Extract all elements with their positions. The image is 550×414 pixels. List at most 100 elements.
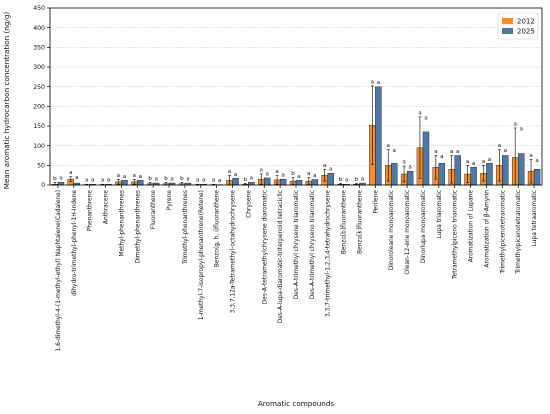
significance-letter-2012: b (339, 177, 343, 183)
significance-letter-2012: a (418, 110, 421, 116)
significance-letter-2025: a (329, 167, 332, 173)
bar-2025 (406, 171, 414, 186)
significance-letter-2012: b (164, 176, 168, 182)
x-tick-label: Aromatization of β-Amyrin (484, 190, 490, 268)
significance-letter-2012: b (148, 176, 152, 182)
legend-swatch-2012 (502, 18, 513, 24)
significance-letter-2025: a (393, 148, 396, 154)
bar-2025 (311, 179, 319, 186)
legend-label-2025: 2025 (517, 28, 535, 36)
significance-letter-2025: a (218, 178, 221, 184)
significance-letter-2012: a (275, 169, 278, 175)
significance-letter-2025: a (377, 80, 380, 86)
x-tick-label: Phenanthrene (88, 190, 94, 232)
y-axis-ticks: 0 50 100 150 200 250 300 350 400 450 (33, 5, 50, 189)
x-tick-label: 3,3,7,12a-Tetramethyl-octahydrochrysene (231, 190, 237, 314)
significance-letter-2025: a (472, 161, 475, 167)
legend-label-2012: 2012 (517, 18, 535, 26)
y-tick-label: 0 (41, 182, 45, 189)
significance-letter-2025: a (154, 177, 157, 183)
bar-2025 (391, 163, 398, 186)
x-tick-label: 3,3,7-trimethyl-1,2,3,4-tetrahydrochryse… (326, 190, 332, 317)
y-tick-label: 450 (33, 5, 45, 12)
significance-letter-2012: a (323, 163, 326, 169)
significance-letter-2025: a (170, 177, 173, 183)
y-tick-label: 350 (33, 45, 45, 52)
x-tick-label: Trimethyl-phenanthrenes (183, 190, 189, 265)
x-tick-label: Des-A-tetramethylchrysene diaromatic (262, 190, 268, 304)
significance-letter-2025: a (186, 177, 189, 183)
x-tick-label: Lupa tetraaromatic (532, 190, 538, 246)
significance-letter-2025: a (424, 115, 427, 121)
bar-2025 (279, 178, 287, 186)
legend-swatch-2025 (502, 28, 513, 34)
x-tick-label: Dimethyl-phenanthrenes (135, 190, 141, 263)
significance-letter-2012: b (355, 177, 359, 183)
significance-letter-2025: a (75, 175, 78, 181)
x-axis-label: Aromatic compounds (258, 399, 335, 408)
x-tick-label: Trimethylpicenotetraromatic (516, 190, 522, 275)
bars (51, 86, 541, 186)
significance-letter-2012: a (529, 153, 532, 159)
x-tick-label: Benzo[k]fluoranthene (357, 190, 363, 254)
significance-letter-2025: a (107, 178, 110, 184)
significance-letter-2012: a (386, 143, 389, 149)
significance-letter-2025: a (440, 154, 443, 160)
bar-2025 (422, 131, 430, 186)
y-axis-label: Mean aromatic hydrocarbon concentration … (2, 12, 11, 190)
bar-2025 (264, 177, 271, 186)
x-tick-label: 1-methyl-7-isopropyl-phenanthrene(Retene… (199, 190, 205, 320)
significance-letter-2012: b (291, 171, 295, 177)
x-tick-label: Des-A-trimethyl chrysene triaromatic (294, 190, 300, 299)
bar-2025 (327, 173, 334, 186)
significance-letter-2012: a (450, 149, 453, 155)
significance-letter-2012: a (371, 79, 374, 85)
bar-2025 (375, 86, 382, 186)
x-tick-label: Aromatization of Lupane (469, 190, 475, 263)
bar-2025 (232, 178, 239, 186)
significance-letter-2012: a (513, 121, 516, 127)
x-tick-label: dihydro-trimethyl-phenyl-1H-Indene (72, 190, 78, 296)
x-tick-label: Chrysene (246, 190, 252, 218)
significance-letter-2025: a (456, 149, 459, 155)
significance-letter-2025: a (345, 178, 348, 184)
x-tick-label: Olean-12-ene monoaromatic (405, 190, 411, 275)
bar-2025 (518, 153, 525, 186)
x-tick-label: Methyl-phenanthrenes (119, 190, 125, 257)
significance-letter-2012: a (196, 178, 199, 184)
significance-letter-2025: a (313, 173, 316, 179)
significance-letter-2012: a (498, 143, 501, 149)
y-tick-label: 400 (33, 25, 45, 32)
x-tick-label: Des-A-lupa-diaromatic-triterpenoid tetra… (278, 190, 284, 323)
significance-letter-2025: a (234, 172, 237, 178)
significance-letter-2025: a (250, 176, 253, 182)
x-axis-ticks: 1,6-dimethyl-4-(1-methyl-ethyl) Naphtale… (56, 185, 538, 352)
significance-letter-2025: a (519, 126, 522, 132)
significance-letter-2012: a (402, 160, 405, 166)
significance-letter-2025: a (202, 178, 205, 184)
significance-letter-2025: a (59, 176, 62, 182)
bar-2025 (248, 182, 255, 186)
bar-2025 (438, 163, 446, 186)
x-tick-label: Trimethylpicenotetraromatic (500, 190, 506, 275)
y-tick-label: 100 (33, 143, 45, 150)
significance-letter-2012: b (53, 176, 57, 182)
x-tick-label: Dinoroleane monoaromatic (389, 190, 395, 270)
significance-letter-2025: a (361, 177, 364, 183)
x-tick-label: Dinorlupa monoaromatic (421, 190, 427, 263)
error-bars (53, 85, 533, 186)
x-tick-label: Lupa triaromatic (437, 190, 443, 239)
bar-2025 (533, 169, 541, 186)
y-tick-label: 150 (33, 123, 45, 130)
bar-2025 (137, 180, 144, 186)
y-tick-label: 200 (33, 104, 45, 111)
significance-letter-2012: a (117, 173, 120, 179)
bar-2025 (486, 163, 493, 186)
x-tick-label: Pyrene (167, 190, 173, 211)
y-tick-label: 300 (33, 64, 45, 71)
legend: 2012 2025 (497, 12, 539, 40)
significance-letter-2025: a (281, 173, 284, 179)
